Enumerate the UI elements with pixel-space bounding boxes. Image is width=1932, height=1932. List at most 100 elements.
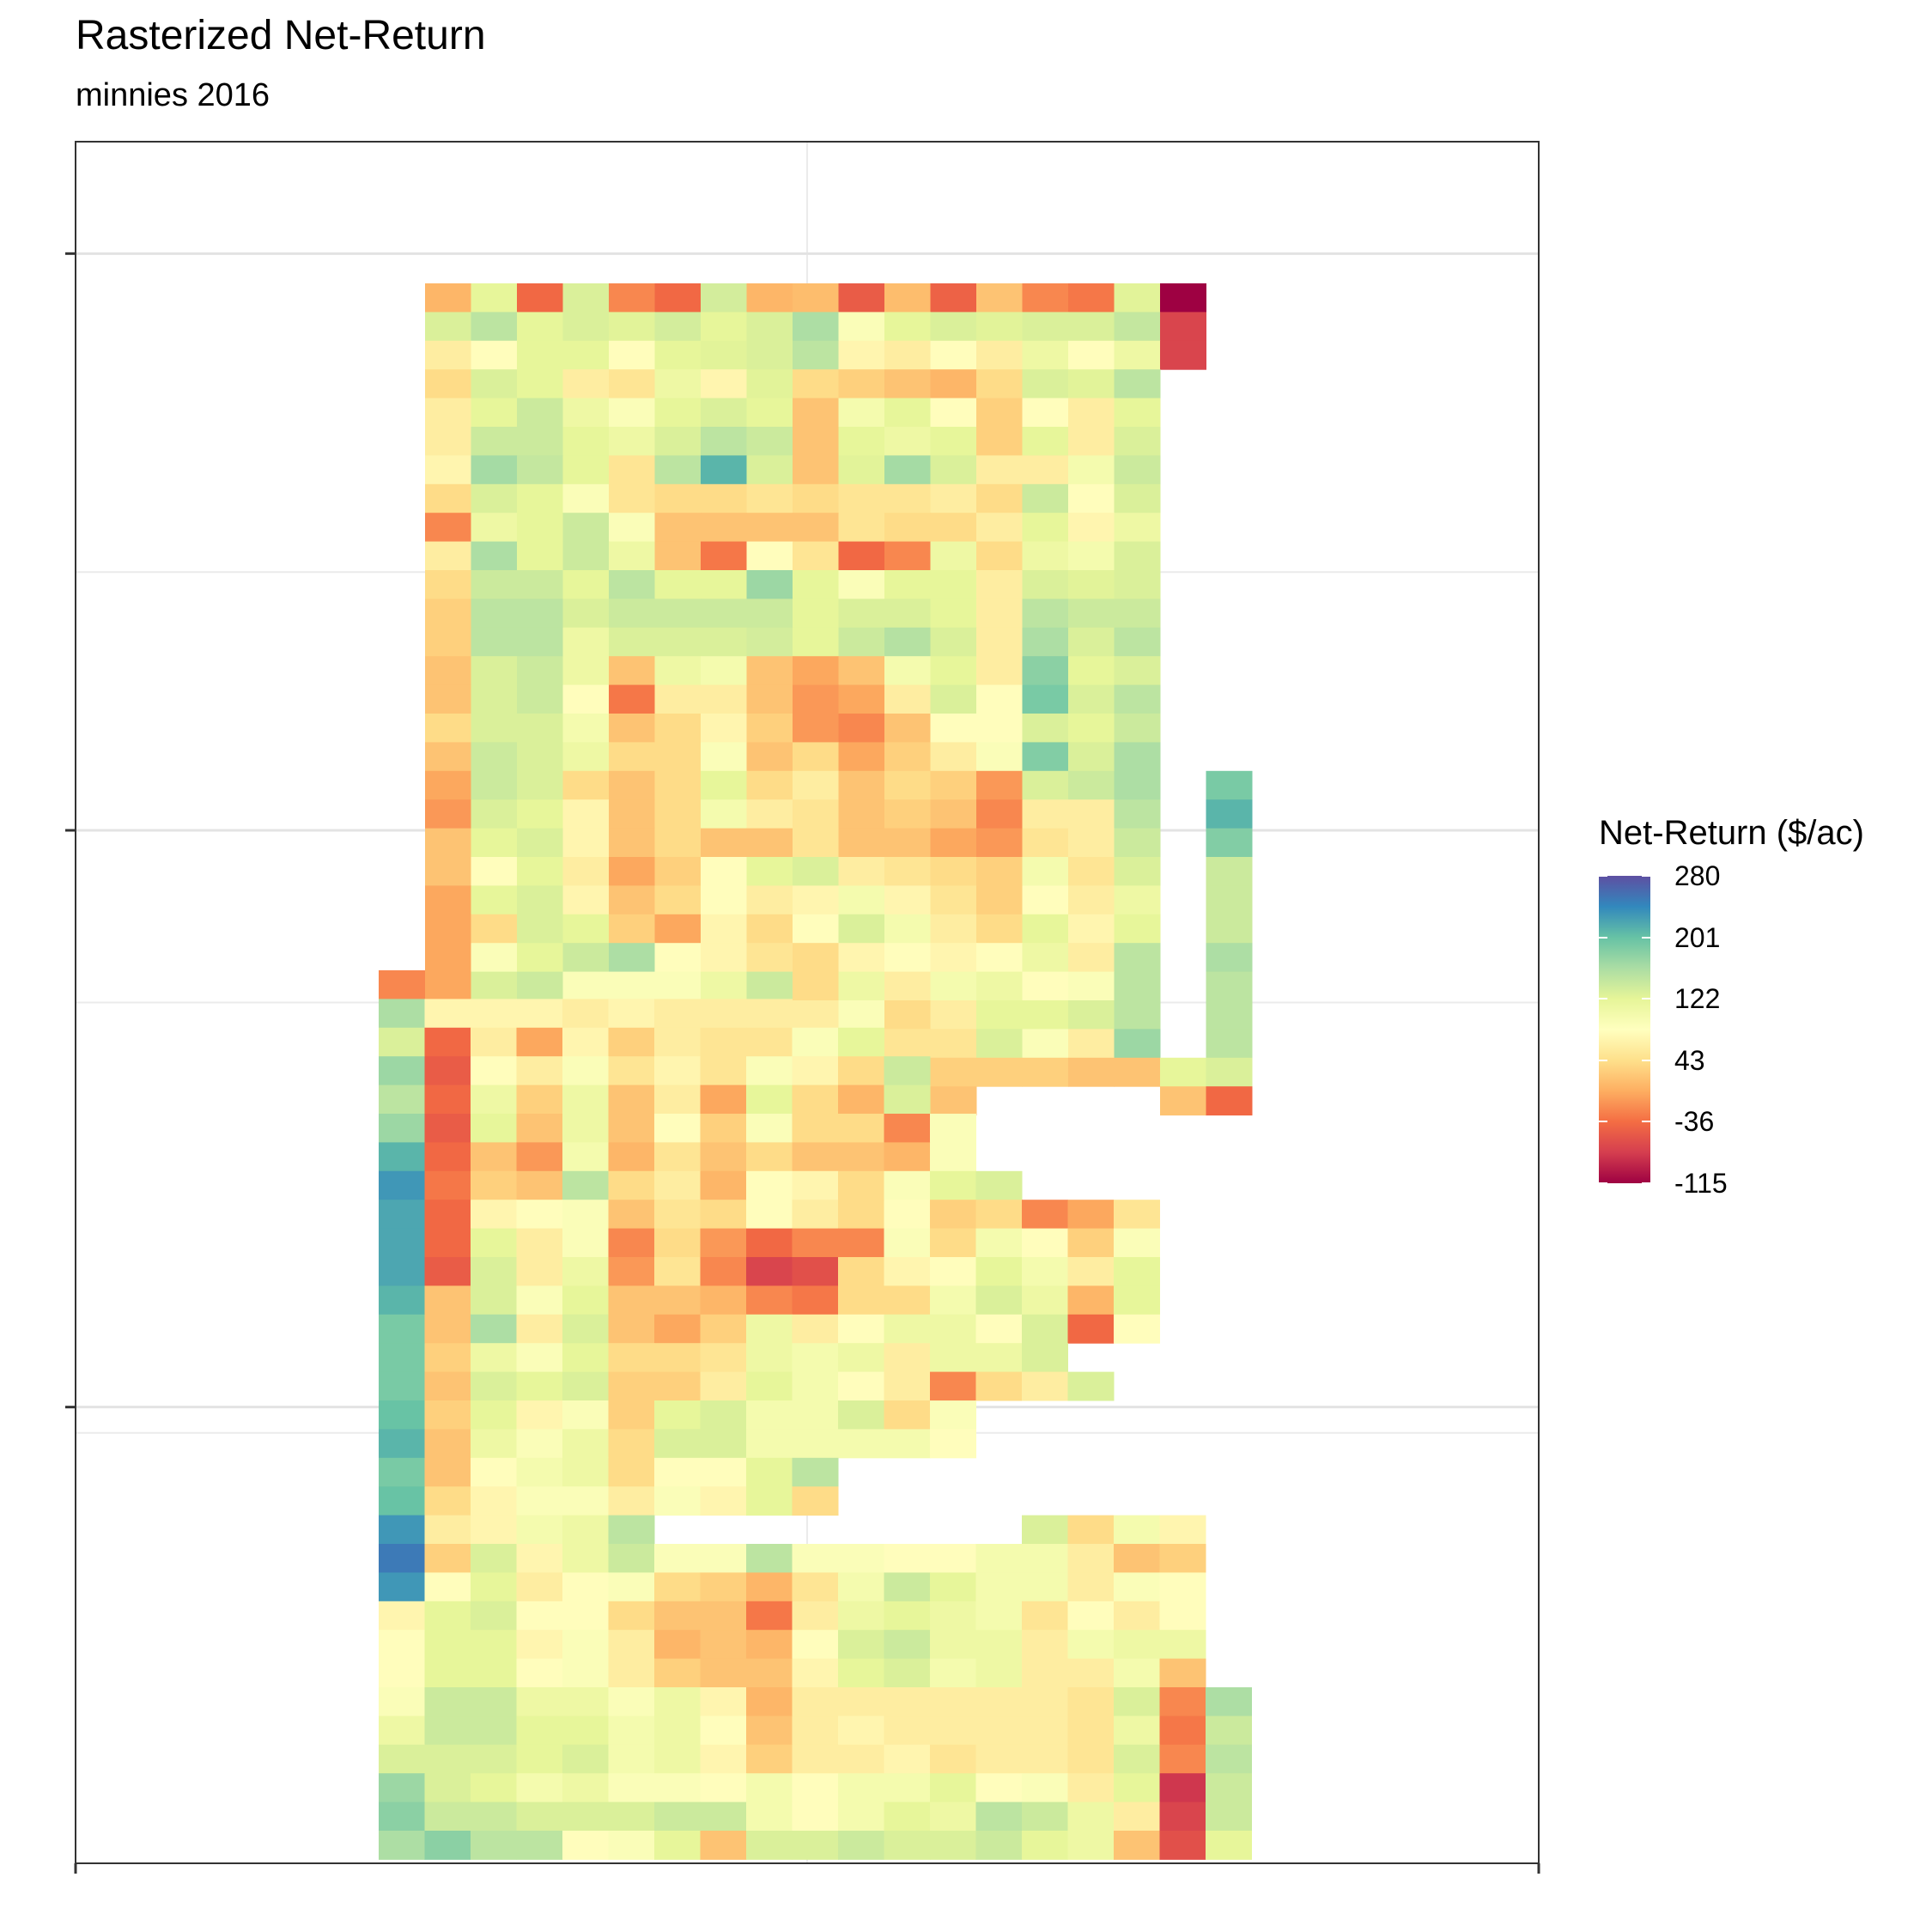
heatmap-cell [976,684,1023,714]
heatmap-cell [562,427,610,456]
heatmap-cell [654,1486,701,1516]
heatmap-cell [930,1831,976,1860]
heatmap-cell [884,1801,931,1832]
heatmap-cell [654,513,702,543]
heatmap-cell [517,312,563,342]
heatmap-cell [379,1200,425,1230]
heatmap-cell [424,1572,471,1602]
heatmap-cell [379,1630,425,1660]
heatmap-cell [838,1744,884,1774]
heatmap-cell [930,1314,976,1344]
heatmap-cell [516,1457,563,1487]
heatmap-cell [1068,598,1115,629]
heatmap-cell [609,570,655,599]
heatmap-cell [516,1343,563,1373]
heatmap-cell [884,312,931,342]
heatmap-cell [746,857,793,886]
heatmap-cell [654,799,702,829]
heatmap-cell [700,1343,747,1373]
heatmap-cell [379,970,425,999]
heatmap-cell [792,1285,839,1315]
heatmap-cell [424,1831,471,1860]
heatmap-cell [609,885,655,915]
heatmap-cell [884,1658,931,1688]
heatmap-cell [976,714,1023,743]
heatmap-cell [654,1228,701,1258]
heatmap-cell [424,1457,471,1487]
heatmap-cell [792,1056,839,1086]
heatmap-cell [930,742,977,772]
heatmap-cell [609,742,655,772]
chart-subtitle: minnies 2016 [76,77,270,113]
heatmap-cell [746,914,793,944]
heatmap-cell [517,483,563,513]
heatmap-cell [517,398,563,428]
heatmap-cell [793,483,839,513]
heatmap-cell [975,1630,1023,1660]
heatmap-cell [562,1831,609,1860]
heatmap-cell [701,369,747,399]
heatmap-cell [792,1744,839,1774]
heatmap-cell [746,340,793,370]
heatmap-cell [884,1744,931,1774]
heatmap-cell [424,1630,471,1660]
heatmap-cell [425,369,471,399]
heatmap-cell [930,1572,976,1602]
heatmap-cell [1022,1029,1069,1059]
heatmap-cell [562,598,610,629]
heatmap-cell [1068,1057,1115,1087]
heatmap-cell [746,714,793,743]
heatmap-cell [471,943,518,973]
heatmap-cell [516,1114,563,1143]
heatmap-cell [471,1228,517,1258]
heatmap-cell [609,799,655,829]
heatmap-cell [930,1716,976,1746]
heatmap-cell [1114,570,1161,599]
heatmap-cell [975,1601,1023,1631]
heatmap-cell [1159,1801,1206,1832]
heatmap-cell [884,340,931,370]
heatmap-cell [701,541,747,571]
heatmap-cell [562,312,610,342]
heatmap-cell [976,742,1023,772]
heatmap-cell [379,1056,425,1086]
heatmap-cell [424,1544,471,1573]
heatmap-cell [793,714,839,743]
heatmap-cell [976,627,1023,657]
heatmap-cell [562,684,610,714]
heatmap-cell [930,1029,977,1059]
heatmap-cell [609,513,655,543]
heatmap-cell [562,1170,609,1200]
heatmap-cell [1022,427,1069,456]
chart-title: Rasterized Net-Return [76,13,486,58]
heatmap-cell [975,1716,1023,1746]
heatmap-cell [1114,1831,1160,1860]
heatmap-cell [425,684,471,714]
heatmap-cell [471,1314,517,1344]
heatmap-cell [701,398,747,428]
heatmap-cell [562,943,610,973]
heatmap-cell [608,1831,655,1860]
heatmap-cell [562,627,610,657]
heatmap-cell [700,1544,747,1573]
heatmap-cell [424,1687,471,1716]
heatmap-cell [838,1716,884,1746]
heatmap-cell [1206,1057,1253,1087]
heatmap-cell [930,455,977,485]
heatmap-cell [516,1400,563,1430]
heatmap-cell [379,1170,425,1200]
heatmap-cell [654,1084,701,1115]
heatmap-cell [1160,283,1206,313]
heatmap-cell [1068,742,1115,772]
heatmap-cell [1067,1773,1115,1803]
heatmap-cell [792,1601,839,1631]
heatmap-cell [609,369,655,399]
heatmap-cell [517,971,563,1001]
heatmap-cell [379,1801,425,1832]
heatmap-cell [608,1687,655,1716]
heatmap-cell [1022,656,1069,686]
heatmap-cell [562,1285,609,1315]
heatmap-cell [424,1429,471,1459]
heatmap-cell [562,999,609,1029]
